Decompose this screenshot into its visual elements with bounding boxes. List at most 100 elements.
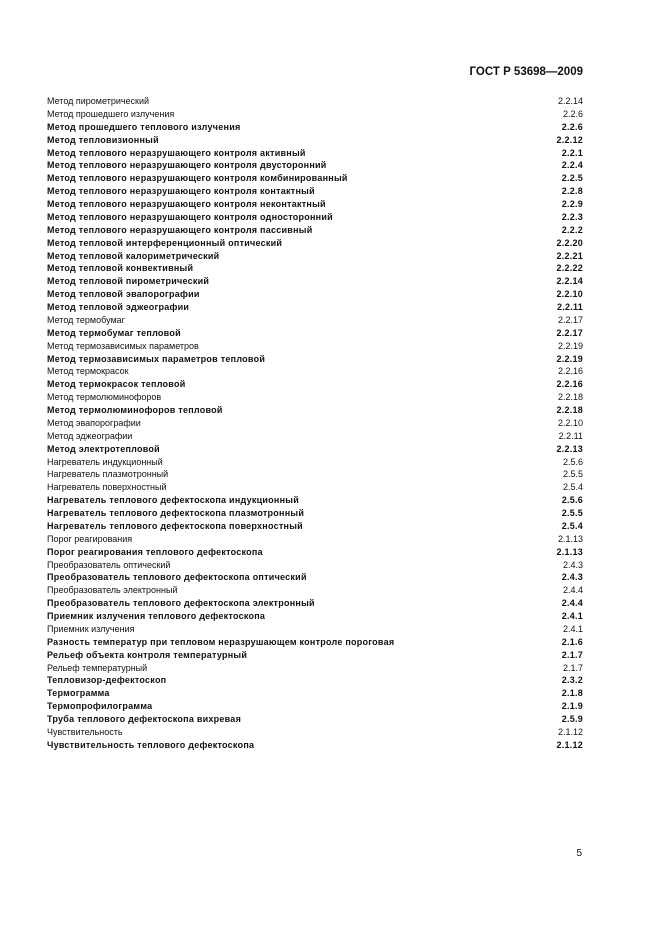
index-term: Рельеф объекта контроля температурный: [47, 649, 248, 660]
index-reference: 2.2.1: [561, 147, 583, 158]
index-entry: Разность температур при тепловом неразру…: [47, 636, 583, 649]
index-term: Разность температур при тепловом неразру…: [47, 636, 395, 647]
index-term: Термопрофилограмма: [47, 701, 153, 712]
index-reference: 2.2.21: [556, 250, 583, 261]
index-entry: Чувствительность 2.1.12: [47, 726, 583, 739]
index-entry: Метод теплового неразрушающего контроля …: [47, 147, 583, 160]
index-reference: 2.2.16: [557, 366, 583, 377]
index-entry: Метод эвапорографии 2.2.10: [47, 417, 583, 430]
index-term: Метод тепловой интерференционный оптичес…: [47, 237, 283, 248]
index-entry: Метод теплового неразрушающего контроля …: [47, 198, 583, 211]
index-reference: 2.2.3: [561, 211, 583, 222]
index-entry: Рельеф объекта контроля температурный 2.1…: [47, 649, 583, 662]
index-term: Нагреватель плазмотронный: [47, 469, 169, 480]
index-entry: Метод термобумаг тепловой 2.2.17: [47, 327, 583, 340]
index-entry: Метод теплового неразрушающего контроля …: [47, 185, 583, 198]
index-entry: Метод теплового неразрушающего контроля …: [47, 172, 583, 185]
index-entry: Метод тепловой калориметрический 2.2.21: [47, 250, 583, 263]
index-reference: 2.4.3: [561, 572, 583, 583]
index-term: Метод прошедшего излучения: [47, 108, 175, 119]
index-term: Метод теплового неразрушающего контроля …: [47, 186, 315, 197]
index-entry: Метод термокрасок тепловой 2.2.16: [47, 378, 583, 391]
index-entry: Преобразователь теплового дефектоскопа о…: [47, 571, 583, 584]
index-term: Метод прошедшего теплового излучения: [47, 121, 241, 132]
index-entry: Преобразователь оптический 2.4.3: [47, 559, 583, 572]
index-entry: Метод термолюминофоров тепловой 2.2.18: [47, 404, 583, 417]
document-header: ГОСТ Р 53698—2009: [469, 66, 583, 78]
index-entry: Нагреватель теплового дефектоскопа повер…: [47, 520, 583, 533]
index-term: Метод пирометрический: [47, 96, 150, 106]
index-entry: Термограмма 2.1.8: [47, 687, 583, 700]
index-reference: 2.1.9: [561, 701, 583, 712]
index-reference: 2.2.18: [556, 405, 583, 415]
index-reference: 2.2.19: [557, 340, 583, 351]
index-entry: Рельеф температурный 2.1.7: [47, 662, 583, 675]
index-entry: Метод термолюминофоров 2.2.18: [47, 391, 583, 404]
index-entry: Нагреватель плазмотронный 2.5.5: [47, 468, 583, 481]
index-entry: Приемник излучения теплового дефектоскоп…: [47, 610, 583, 623]
index-term: Нагреватель индукционный: [47, 456, 163, 467]
index-reference: 2.2.16: [556, 379, 583, 390]
index-term: Рельеф температурный: [47, 662, 148, 673]
index-entry: Метод тепловой конвективный 2.2.22: [47, 262, 583, 275]
index-reference: 2.5.4: [561, 520, 583, 531]
index-term: Нагреватель теплового дефектоскопа индук…: [47, 495, 300, 506]
index-term: Метод теплового неразрушающего контроля …: [47, 173, 348, 184]
index-reference: 2.2.2: [561, 224, 583, 235]
index-entry: Нагреватель поверхностный 2.5.4: [47, 481, 583, 494]
index-reference: 2.2.19: [556, 353, 583, 364]
index-entry: Метод теплового неразрушающего контроля …: [47, 224, 583, 237]
index-entry: Метод тепловой эджеографии 2.2.11: [47, 301, 583, 314]
index-entry: Труба теплового дефектоскопа вихревая 2.5…: [47, 713, 583, 726]
index-reference: 2.1.13: [556, 546, 583, 557]
index-reference: 2.2.6: [561, 121, 583, 132]
index-reference: 2.2.14: [556, 276, 583, 287]
index-entry: Метод тепловой интерференционный оптичес…: [47, 237, 583, 250]
index-term: Метод тепловой эвапорографии: [47, 289, 200, 300]
index-term: Метод термобумаг: [47, 314, 125, 325]
index-reference: 2.2.17: [556, 327, 583, 338]
index-term: Метод термолюминофоров тепловой: [47, 405, 223, 415]
index-entry: Метод тепловой эвапорографии 2.2.10: [47, 288, 583, 301]
index-entry: Метод термокрасок 2.2.16: [47, 365, 583, 378]
index-reference: 2.1.8: [561, 688, 583, 699]
index-reference: 2.5.9: [561, 714, 583, 724]
index-reference: 2.1.12: [557, 726, 583, 737]
index-entry: Метод термозависимых параметров тепловой…: [47, 353, 583, 366]
index-term: Преобразователь теплового дефектоскопа э…: [47, 598, 315, 609]
index-reference: 2.4.4: [561, 598, 583, 609]
index-reference: 2.4.4: [562, 585, 583, 596]
index-term: Метод термозависимых параметров: [47, 340, 199, 351]
index-entry: Метод теплового неразрушающего контроля …: [47, 211, 583, 224]
index-term: Метод электротепловой: [47, 443, 160, 454]
index-reference: 2.5.5: [561, 508, 583, 518]
index-term: Метод термокрасок: [47, 366, 129, 377]
index-reference: 2.3.2: [561, 675, 583, 686]
index-reference: 2.5.5: [562, 469, 583, 480]
index-reference: 2.2.12: [556, 134, 583, 145]
index-term: Преобразователь теплового дефектоскопа о…: [47, 572, 307, 583]
index-reference: 2.2.4: [561, 160, 583, 171]
index-reference: 2.2.6: [562, 108, 583, 119]
index-term: Порог реагирования теплового дефектоскоп…: [47, 546, 263, 557]
index-entry: Нагреватель теплового дефектоскопа индук…: [47, 494, 583, 507]
index-term: Метод теплового неразрушающего контроля …: [47, 147, 306, 158]
index-term: Метод эджеографии: [47, 430, 133, 441]
index-reference: 2.2.11: [556, 302, 583, 312]
index-reference: 2.2.8: [561, 186, 583, 197]
index-term: Приемник излучения теплового дефектоскоп…: [47, 611, 266, 621]
index-term: Нагреватель поверхностный: [47, 482, 167, 493]
index-term: Преобразователь оптический: [47, 559, 171, 570]
index-reference: 2.4.1: [562, 623, 583, 634]
index-reference: 2.1.7: [561, 649, 583, 660]
index-term: Метод тепловой пирометрический: [47, 276, 210, 287]
index-entry: Преобразователь электронный 2.4.4: [47, 584, 583, 597]
index-term: Метод термобумаг тепловой: [47, 327, 181, 338]
index-reference: 2.2.10: [557, 417, 583, 428]
index-reference: 2.2.14: [557, 96, 583, 106]
index-entry: Приемник излучения 2.4.1: [47, 623, 583, 636]
index-entry: Метод тепловизионный 2.2.12: [47, 134, 583, 147]
index-reference: 2.4.3: [562, 559, 583, 570]
index-entry: Порог реагирования теплового дефектоскоп…: [47, 546, 583, 559]
index-reference: 2.1.12: [556, 739, 583, 750]
